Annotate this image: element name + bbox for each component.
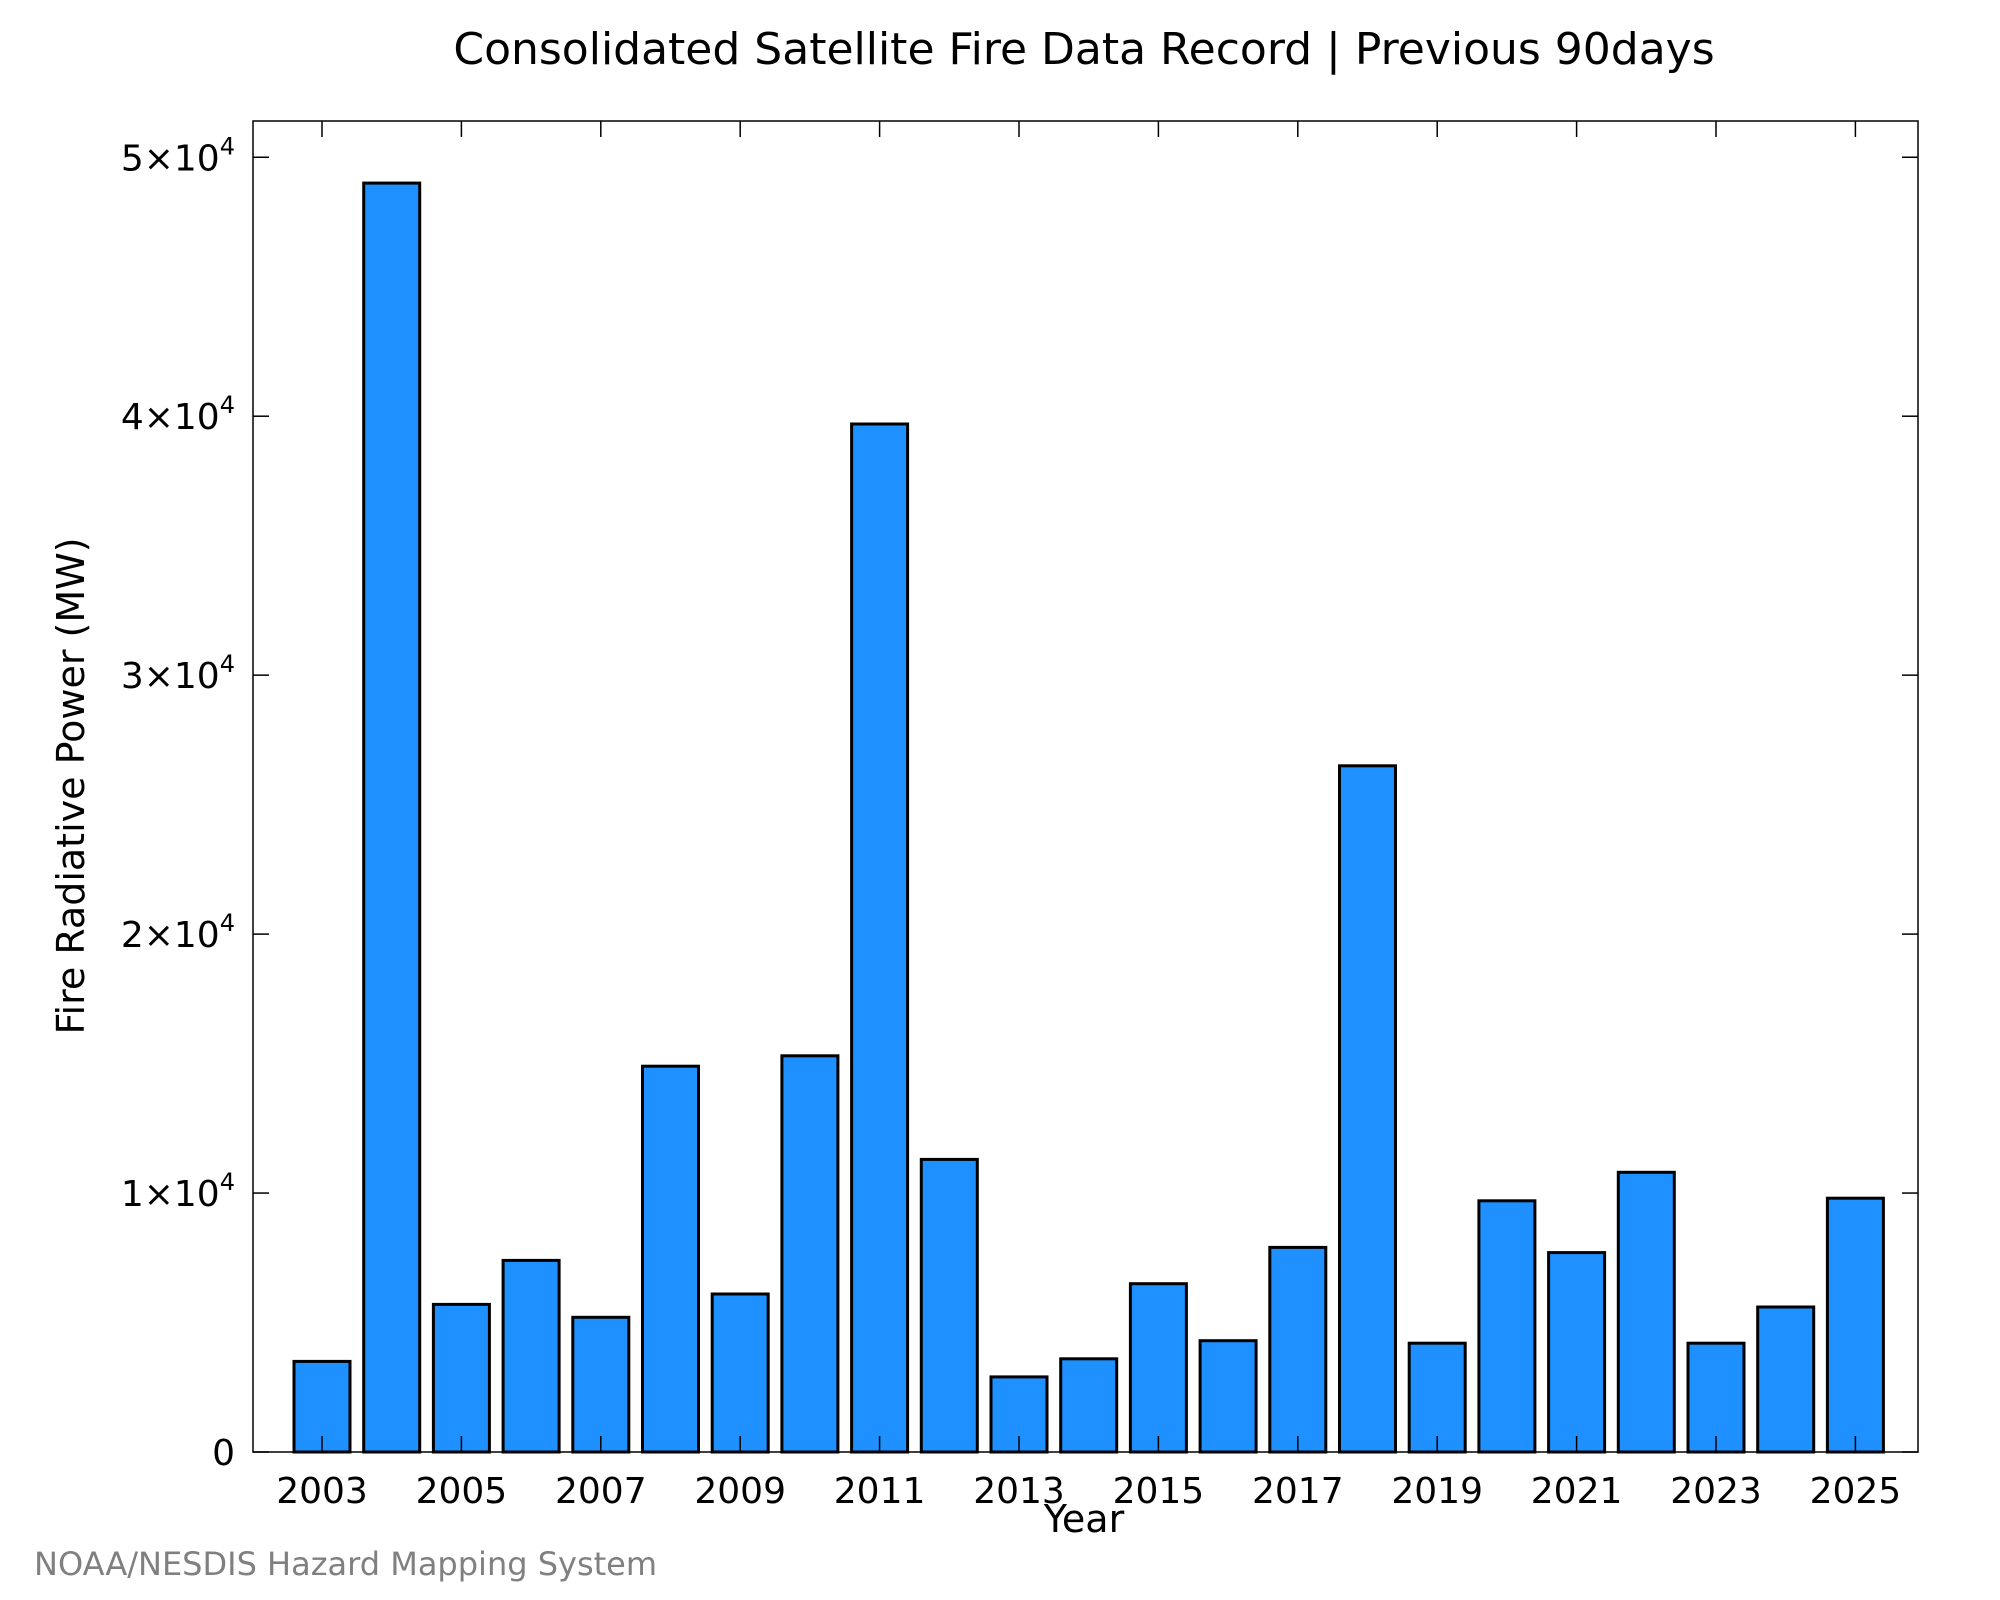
bar-2021 xyxy=(1547,1251,1607,1454)
x-tick-label: 2025 xyxy=(1810,1471,1902,1512)
y-tick-label: 4×104 xyxy=(121,391,235,438)
bar-2005 xyxy=(431,1302,491,1454)
y-tick-label: 1×104 xyxy=(121,1168,235,1215)
bar-2007 xyxy=(571,1315,631,1454)
bar-2017 xyxy=(1268,1245,1328,1454)
bar-2006 xyxy=(501,1258,561,1454)
bar-2010 xyxy=(780,1054,840,1454)
bar-2011 xyxy=(850,422,910,1454)
x-tick-label: 2019 xyxy=(1391,1471,1483,1512)
bar-2023 xyxy=(1686,1341,1746,1454)
bar-2020 xyxy=(1477,1199,1537,1454)
bar-2016 xyxy=(1198,1339,1258,1454)
x-tick-label: 2009 xyxy=(694,1471,786,1512)
bars-group xyxy=(292,181,1885,1454)
x-axis-label: Year xyxy=(1043,1497,1125,1541)
bar-2014 xyxy=(1059,1357,1119,1454)
bar-2004 xyxy=(362,181,422,1454)
bar-2024 xyxy=(1756,1305,1816,1454)
chart-title: Consolidated Satellite Fire Data Record … xyxy=(453,24,1714,75)
y-tick-label: 0 xyxy=(212,1433,235,1474)
bar-2012 xyxy=(919,1157,979,1454)
y-tick-label: 3×104 xyxy=(121,650,235,697)
x-tick-label: 2015 xyxy=(1113,1471,1205,1512)
bar-2009 xyxy=(710,1292,770,1454)
y-tick-label: 5×104 xyxy=(121,132,235,179)
x-tick-label: 2005 xyxy=(416,1471,508,1512)
y-tick-label: 2×104 xyxy=(121,909,235,956)
x-tick-label: 2017 xyxy=(1252,1471,1344,1512)
bar-2008 xyxy=(641,1064,700,1454)
plot-frame xyxy=(252,120,1919,1453)
y-axis-ticks: 0 1×104 2×104 3×104 4×104 5×104 xyxy=(121,132,1918,1474)
x-tick-label: 2013 xyxy=(973,1471,1065,1512)
x-tick-label: 2021 xyxy=(1531,1471,1623,1512)
bar-2015 xyxy=(1128,1282,1188,1454)
x-tick-label: 2023 xyxy=(1670,1471,1762,1512)
y-axis-label: Fire Radiative Power (MW) xyxy=(49,537,93,1034)
x-tick-label: 2003 xyxy=(276,1471,368,1512)
bar-2022 xyxy=(1616,1170,1676,1454)
bar-2025 xyxy=(1825,1196,1885,1454)
x-axis-ticks: 2003 2005 2007 2009 2011 2013 2015 2017 2019 2021… xyxy=(276,121,1901,1512)
x-tick-label: 2011 xyxy=(834,1471,926,1512)
bar-2019 xyxy=(1407,1341,1467,1454)
bar-2018 xyxy=(1338,764,1397,1454)
x-tick-label: 2007 xyxy=(555,1471,647,1512)
credit-text: NOAA/NESDIS Hazard Mapping System xyxy=(34,1545,658,1583)
